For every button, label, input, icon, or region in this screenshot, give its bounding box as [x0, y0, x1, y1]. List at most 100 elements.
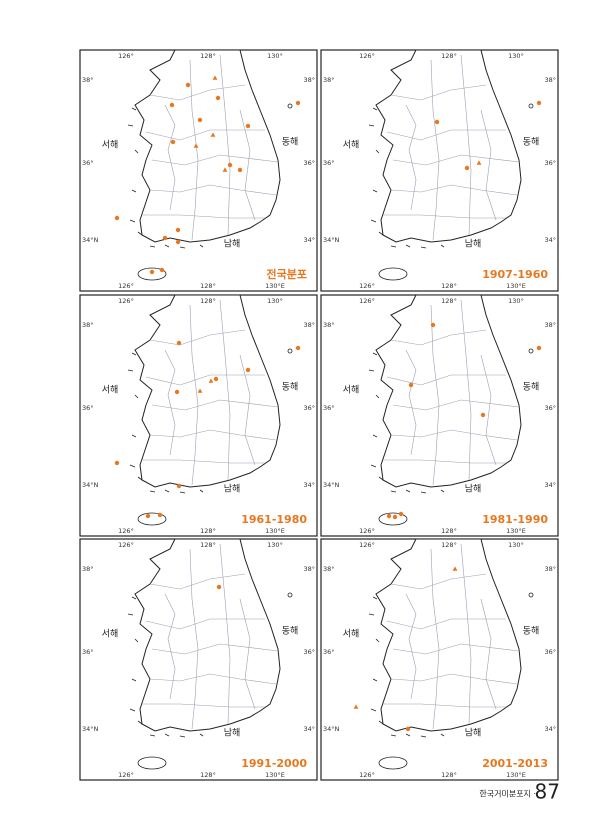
sea-label: 남해	[224, 484, 241, 495]
lat-label: 34°N	[82, 236, 99, 244]
lon-label: 130°E	[506, 771, 526, 779]
lon-label: 126°	[359, 771, 375, 779]
sea-label: 서해	[102, 629, 119, 640]
lon-label: 126°	[118, 771, 134, 779]
sea-label: 서해	[102, 140, 119, 151]
record-triangle	[353, 704, 359, 709]
lat-label: 38°	[303, 76, 315, 84]
sea-label: 남해	[465, 728, 482, 739]
record-dot	[227, 162, 233, 168]
record-triangle	[452, 566, 458, 571]
record-dot	[174, 389, 180, 395]
lon-label: 128°	[200, 282, 216, 290]
lon-label: 128°	[441, 297, 457, 305]
record-dot	[176, 483, 182, 489]
record-dot	[430, 322, 436, 328]
lon-label: 126°	[118, 297, 134, 305]
lat-label: 34°N	[323, 725, 340, 733]
lat-label: 36°	[323, 648, 335, 656]
record-dot	[405, 726, 411, 732]
lon-label: 128°	[441, 282, 457, 290]
record-dot	[480, 412, 486, 418]
lat-label: 36°	[303, 159, 315, 167]
sea-label: 서해	[343, 629, 360, 640]
record-dot	[149, 269, 155, 275]
lat-label: 34°N	[323, 481, 340, 489]
record-dot	[392, 514, 398, 520]
lon-label: 126°	[118, 541, 134, 549]
lat-label: 38°	[544, 76, 556, 84]
sea-label: 남해	[465, 484, 482, 495]
lat-label: 34°	[303, 481, 315, 489]
lat-label: 34°	[544, 481, 556, 489]
record-triangle	[210, 132, 216, 137]
sea-label: 동해	[282, 626, 299, 637]
lon-label: 130°E	[506, 527, 526, 535]
lat-label: 34°N	[82, 725, 99, 733]
lon-label: 130°E	[506, 282, 526, 290]
record-dot	[169, 102, 175, 108]
record-dot	[536, 345, 542, 351]
sea-label: 동해	[523, 137, 540, 148]
sea-label: 동해	[523, 382, 540, 393]
map-panel: 126° 126° 128° 128° 130° 130°E 38° 38° 36° 36° 34°…	[320, 294, 559, 537]
record-dot	[295, 345, 301, 351]
lon-label: 128°	[441, 771, 457, 779]
sea-label: 서해	[343, 385, 360, 396]
record-dot	[237, 167, 243, 173]
lon-label: 128°	[200, 297, 216, 305]
lon-label: 126°	[118, 282, 134, 290]
lon-label: 130°	[508, 52, 524, 60]
lon-label: 130°	[508, 297, 524, 305]
sea-label: 동해	[523, 626, 540, 637]
record-dot	[398, 511, 404, 517]
record-dot	[213, 376, 219, 382]
record-dot	[536, 100, 542, 106]
lon-label: 126°	[118, 52, 134, 60]
page-number: 87	[535, 780, 560, 804]
panel-title: 전국분포	[267, 267, 307, 281]
lat-label: 38°	[323, 321, 335, 329]
record-dot	[162, 235, 168, 241]
sea-label: 서해	[102, 385, 119, 396]
record-dot	[175, 239, 181, 245]
record-dot	[386, 513, 392, 519]
lon-label: 128°	[200, 52, 216, 60]
sea-label: 남해	[224, 239, 241, 250]
record-dot	[245, 367, 251, 373]
map-panel: 126° 126° 128° 128° 130° 130°E 38° 38° 36° 36° 34°…	[79, 49, 318, 292]
lat-label: 34°	[303, 236, 315, 244]
lon-label: 126°	[359, 541, 375, 549]
lat-label: 38°	[303, 321, 315, 329]
record-triangle	[476, 160, 482, 165]
panel-title: 1991-2000	[241, 757, 307, 770]
record-dot	[145, 513, 151, 519]
record-triangle	[193, 143, 199, 148]
lon-label: 130°	[508, 541, 524, 549]
lon-label: 130°E	[265, 527, 285, 535]
panel-title: 2001-2013	[482, 757, 548, 770]
record-dot	[295, 100, 301, 106]
record-dot	[159, 267, 165, 273]
book-title: 한국거미분포지 ·	[479, 790, 536, 799]
lat-label: 36°	[303, 404, 315, 412]
lon-label: 130°	[267, 52, 283, 60]
lat-label: 36°	[82, 404, 94, 412]
lon-label: 126°	[359, 527, 375, 535]
lat-label: 34°	[303, 725, 315, 733]
lat-label: 36°	[323, 404, 335, 412]
map-panel: 126° 126° 128° 128° 130° 130°E 38° 38° 36° 36° 34°…	[79, 294, 318, 537]
lat-label: 38°	[303, 565, 315, 573]
lat-label: 38°	[82, 76, 94, 84]
lat-label: 36°	[544, 159, 556, 167]
map-panel: 126° 126° 128° 128° 130° 130°E 38° 38° 36° 36° 34°…	[320, 538, 559, 781]
lon-label: 128°	[441, 52, 457, 60]
record-dot	[114, 460, 120, 466]
map-panel: 126° 126° 128° 128° 130° 130°E 38° 38° 36° 36° 34°…	[79, 538, 318, 781]
lon-label: 130°E	[265, 282, 285, 290]
map-panel: 126° 126° 128° 128° 130° 130°E 38° 38° 36° 36° 34°…	[320, 49, 559, 292]
record-dot	[245, 123, 251, 129]
lat-label: 38°	[323, 76, 335, 84]
record-triangle	[212, 75, 218, 80]
